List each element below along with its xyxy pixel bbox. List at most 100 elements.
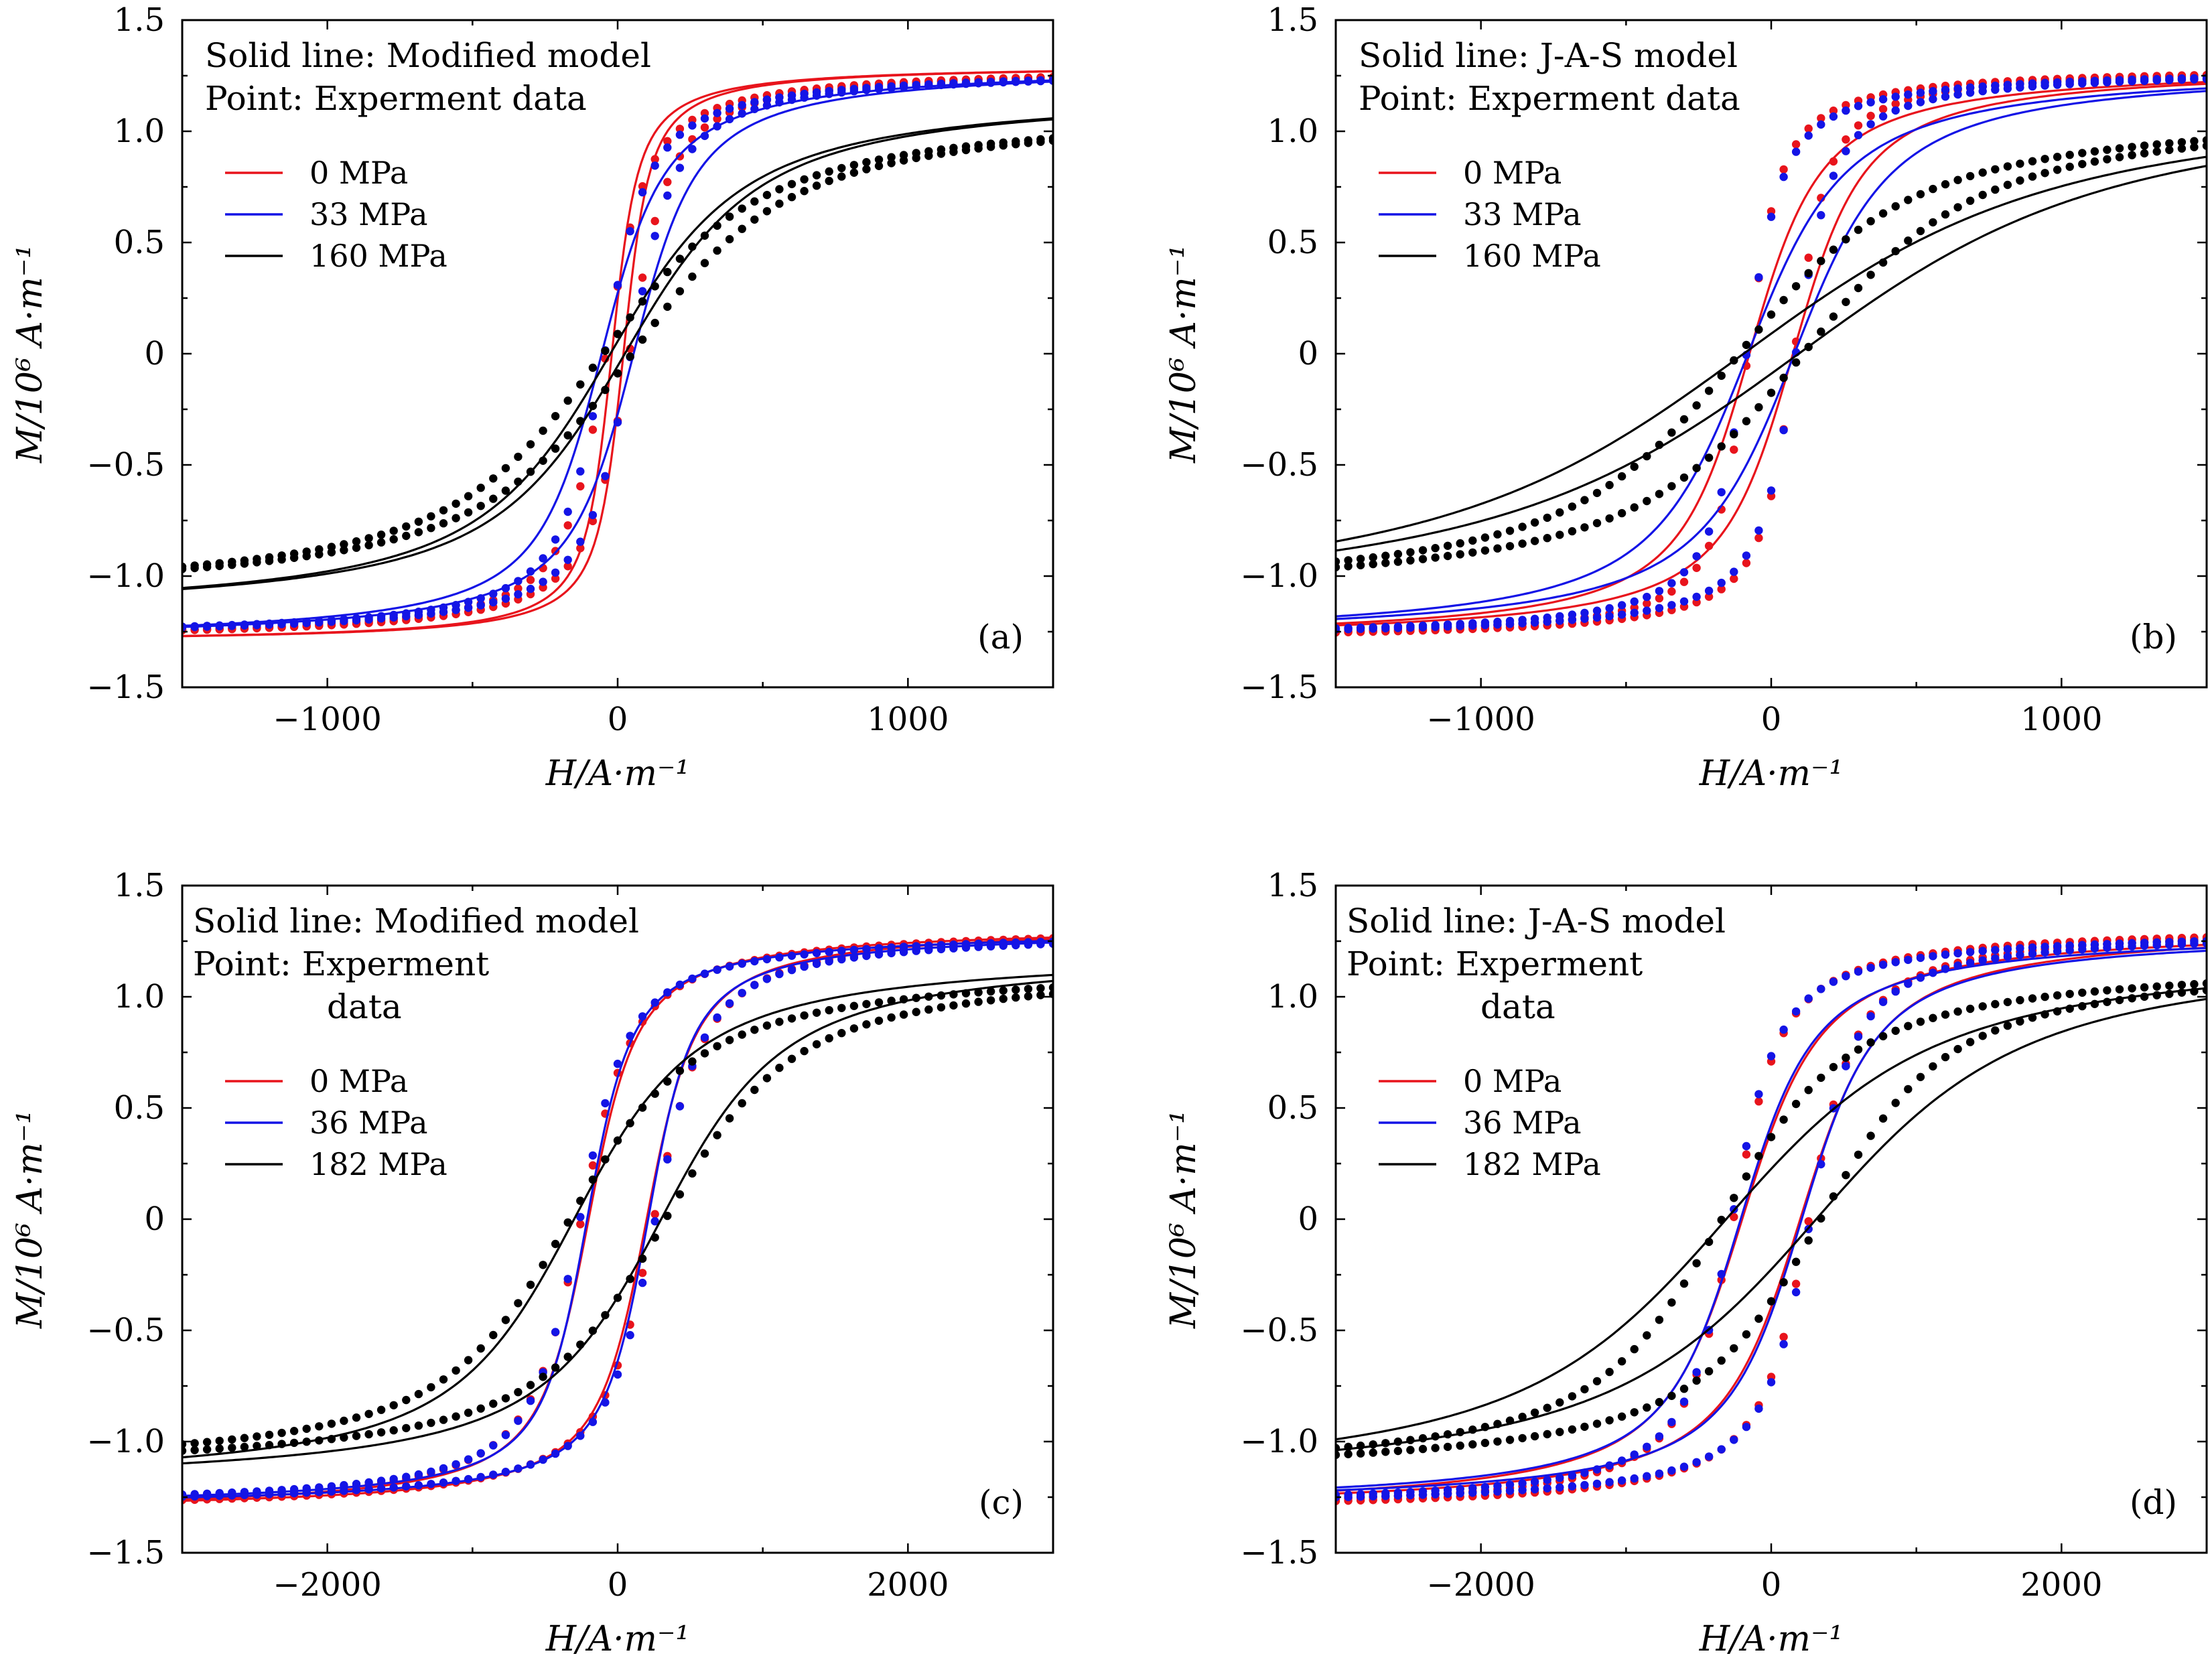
- data-point-33-mpa: [1048, 76, 1053, 84]
- data-point-33-mpa: [738, 109, 746, 118]
- data-point-33-mpa: [340, 615, 348, 624]
- data-point-182-mpa: [1953, 1007, 1962, 1016]
- data-point-160-mpa: [949, 143, 958, 152]
- data-point-36-mpa: [228, 1488, 236, 1497]
- data-point-160-mpa: [2165, 145, 2174, 155]
- data-point-36-mpa: [2028, 943, 2037, 952]
- data-point-182-mpa: [949, 990, 958, 999]
- data-point-160-mpa: [1556, 531, 1564, 539]
- data-point-33-mpa: [700, 131, 709, 141]
- data-point-182-mpa: [887, 996, 896, 1005]
- data-point-36-mpa: [601, 1398, 610, 1407]
- data-point-36-mpa: [1505, 1480, 1515, 1489]
- data-point-33-mpa: [1580, 614, 1589, 623]
- data-point-182-mpa: [663, 1077, 672, 1086]
- data-point-33-mpa: [489, 589, 498, 598]
- data-point-182-mpa: [551, 1363, 560, 1372]
- data-point-160-mpa: [2177, 138, 2187, 147]
- data-point-33-mpa: [464, 598, 473, 606]
- data-point-36-mpa: [576, 1212, 585, 1222]
- data-point-182-mpa: [289, 1427, 299, 1436]
- data-point-33-mpa: [1704, 586, 1714, 596]
- data-point-36-mpa: [340, 1480, 348, 1490]
- data-point-160-mpa: [1767, 310, 1776, 319]
- data-point-33-mpa: [2041, 78, 2049, 87]
- data-point-182-mpa: [1369, 1440, 1377, 1449]
- data-point-36-mpa: [2140, 938, 2149, 947]
- data-point-33-mpa: [650, 161, 659, 170]
- data-point-182-mpa: [1804, 1236, 1813, 1245]
- data-point-182-mpa: [650, 1089, 659, 1098]
- data-point-33-mpa: [750, 98, 759, 107]
- data-point-182-mpa: [1953, 1044, 1962, 1054]
- annotation-line: Solid line: Modified model: [193, 902, 639, 940]
- data-point-182-mpa: [315, 1436, 324, 1445]
- data-point-36-mpa: [750, 981, 759, 989]
- legend-entry: 0 MPa: [309, 1063, 408, 1099]
- data-point-36-mpa: [1953, 949, 1962, 958]
- data-point-182-mpa: [2152, 982, 2161, 991]
- data-point-36-mpa: [1692, 1458, 1701, 1466]
- data-point-182-mpa: [1012, 985, 1020, 994]
- data-point-33-mpa: [1742, 551, 1751, 560]
- data-point-182-mpa: [1012, 993, 1020, 1002]
- data-point-33-mpa: [1854, 131, 1863, 139]
- data-point-182-mpa: [613, 1136, 622, 1145]
- data-point-33-mpa: [1344, 624, 1353, 632]
- data-point-160-mpa: [713, 221, 721, 230]
- data-point-182-mpa: [402, 1395, 411, 1405]
- data-point-33-mpa: [289, 618, 299, 627]
- x-tick-label: −2000: [273, 1566, 381, 1604]
- data-point-36-mpa: [2103, 940, 2112, 949]
- data-point-160-mpa: [1842, 297, 1850, 306]
- data-point-36-mpa: [1817, 1160, 1825, 1169]
- data-point-182-mpa: [738, 1030, 746, 1039]
- data-point-182-mpa: [340, 1433, 348, 1442]
- data-point-182-mpa: [837, 1003, 846, 1013]
- data-point-33-mpa: [1953, 84, 1962, 93]
- data-point-36-mpa: [1965, 948, 1975, 957]
- data-point-36-mpa: [937, 940, 946, 950]
- data-point-0-mpa: [1704, 541, 1714, 551]
- data-point-36-mpa: [2028, 949, 2037, 958]
- data-point-33-mpa: [1817, 211, 1825, 220]
- data-point-33-mpa: [464, 604, 473, 612]
- data-point-182-mpa: [190, 1446, 199, 1454]
- data-point-182-mpa: [563, 1352, 572, 1361]
- data-point-0-mpa: [1804, 124, 1813, 133]
- data-point-160-mpa: [576, 417, 585, 425]
- data-point-182-mpa: [1730, 1194, 1738, 1202]
- data-point-160-mpa: [551, 412, 560, 421]
- data-point-160-mpa: [1518, 522, 1527, 531]
- data-point-182-mpa: [1336, 1450, 1340, 1460]
- data-point-182-mpa: [526, 1280, 535, 1290]
- data-point-160-mpa: [924, 147, 933, 155]
- data-point-36-mpa: [1443, 1485, 1452, 1494]
- data-point-160-mpa: [1592, 488, 1602, 498]
- data-point-160-mpa: [1667, 482, 1676, 490]
- data-point-33-mpa: [1842, 106, 1850, 115]
- data-point-160-mpa: [501, 486, 510, 495]
- data-point-160-mpa: [1568, 502, 1577, 511]
- data-point-0-mpa: [1742, 1150, 1751, 1159]
- data-point-182-mpa: [2140, 983, 2149, 992]
- data-point-182-mpa: [1866, 1131, 1875, 1140]
- data-point-36-mpa: [825, 947, 833, 957]
- data-point-182-mpa: [526, 1381, 535, 1389]
- data-point-160-mpa: [265, 553, 274, 562]
- data-point-33-mpa: [1767, 212, 1776, 221]
- model-curve-160-mpa-ascending: [182, 118, 1053, 590]
- data-point-36-mpa: [700, 969, 709, 978]
- data-point-160-mpa: [1704, 387, 1714, 395]
- data-point-182-mpa: [253, 1442, 261, 1450]
- data-point-182-mpa: [1655, 1397, 1664, 1407]
- data-point-33-mpa: [327, 616, 336, 625]
- data-point-182-mpa: [1024, 992, 1033, 1001]
- x-tick-label: −1000: [1426, 701, 1535, 738]
- data-point-160-mpa: [427, 512, 435, 520]
- data-point-182-mpa: [240, 1434, 249, 1442]
- data-point-182-mpa: [1842, 1053, 1850, 1062]
- data-point-33-mpa: [1406, 622, 1415, 630]
- data-point-182-mpa: [1369, 1448, 1377, 1457]
- data-point-160-mpa: [750, 197, 759, 206]
